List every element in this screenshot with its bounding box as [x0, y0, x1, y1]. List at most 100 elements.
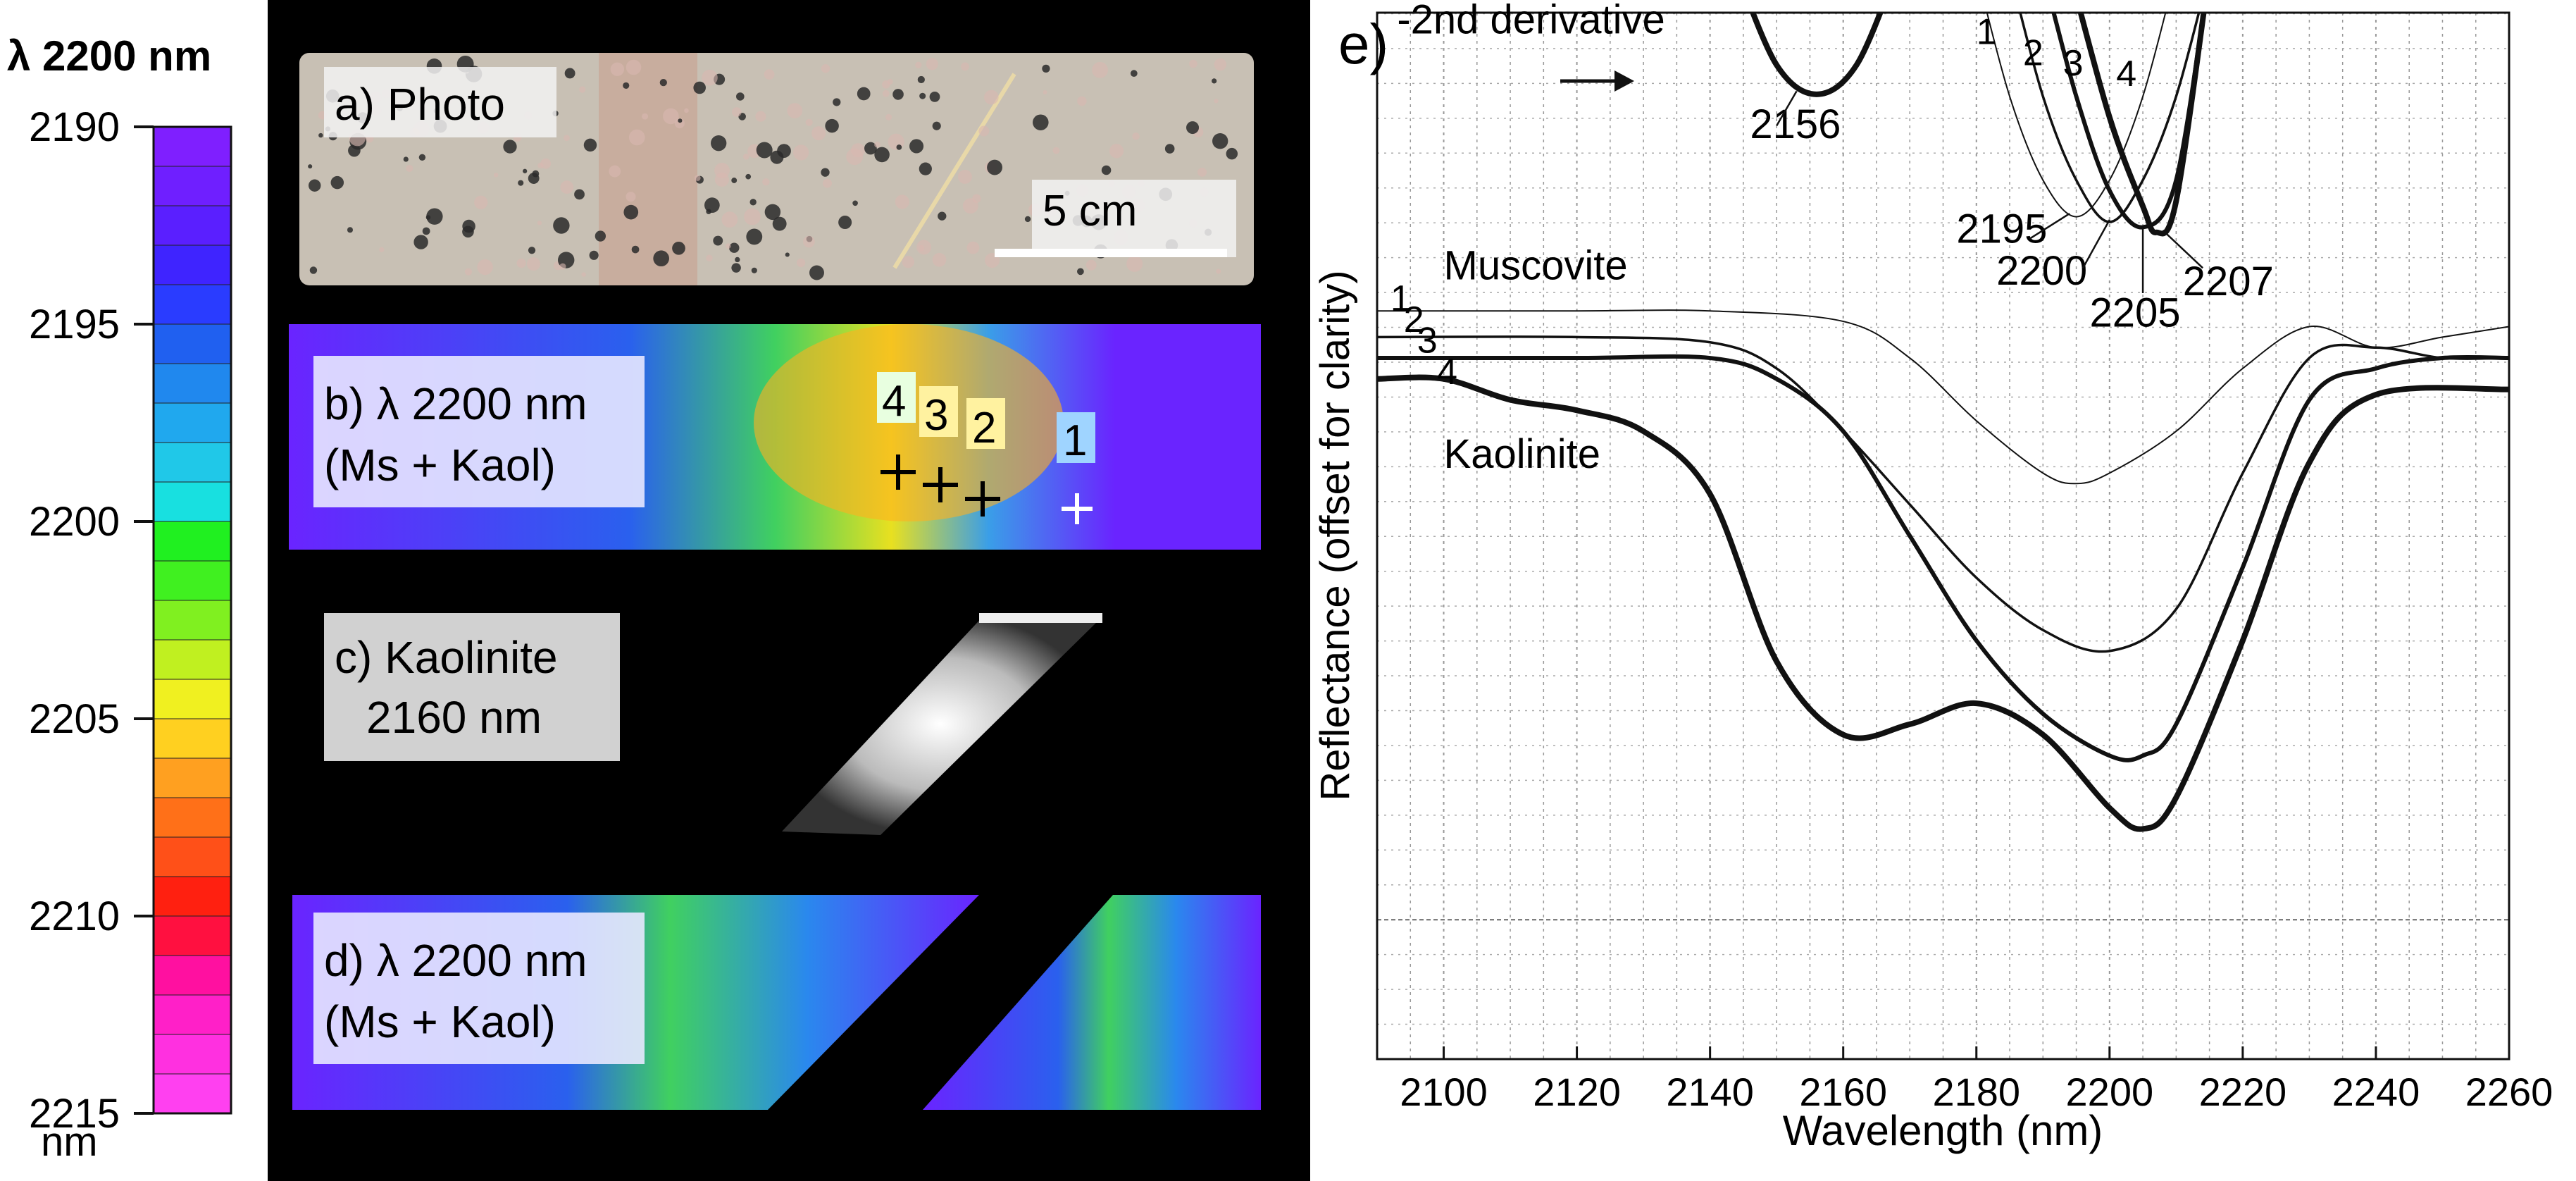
rock-speck: [308, 164, 313, 169]
rock-speck: [581, 272, 586, 277]
annotation-leader: [2082, 219, 2110, 268]
rock-speck: [1043, 89, 1047, 95]
panel-b-label-1: b) λ 2200 nm: [324, 378, 587, 429]
chart-grid: [1377, 13, 2509, 1059]
rock-speck: [711, 135, 727, 152]
chart-annotation: 2: [1404, 299, 1424, 340]
rock-speck: [731, 178, 738, 183]
x-tick-label: 2260: [2465, 1070, 2553, 1114]
chart-series: [1377, 13, 2509, 832]
rock-speck: [583, 138, 597, 152]
rock-speck: [462, 219, 475, 233]
chart-annotation: 3: [1417, 321, 1438, 361]
marker-label-4: 4: [882, 377, 906, 426]
rock-speck: [929, 92, 940, 102]
colorbar-cell: [153, 876, 232, 917]
panel-d-label-box: [313, 913, 645, 1064]
colorbar-tick-label: 2215: [29, 1091, 120, 1137]
rock-speck: [537, 162, 544, 169]
rock-speck: [477, 259, 493, 276]
rock-speck: [932, 253, 947, 267]
rock-speck: [885, 113, 892, 120]
colorbar-cell: [153, 521, 232, 562]
colorbar-cell: [153, 758, 232, 798]
colorbar-cell: [153, 915, 232, 956]
series-line-3: [1377, 354, 2509, 762]
chart-annotation: 2156: [1750, 101, 1841, 147]
rock-fracture: [892, 73, 1016, 269]
scale-bar: [995, 249, 1227, 257]
chart-annotation: 2200: [1996, 248, 2087, 294]
scale-label-box: [1032, 180, 1236, 257]
rock-speck: [528, 173, 540, 184]
x-axis-label: Wavelength (nm): [1783, 1107, 2103, 1154]
rock-speck: [464, 268, 473, 276]
panel-c-label-2: 2160 nm: [366, 692, 542, 743]
panel-c-label-box: [324, 613, 620, 761]
rock-speck: [1212, 132, 1228, 149]
colorbar-tick-label: 2200: [29, 499, 120, 545]
kaolinite-map: [782, 613, 1099, 835]
rock-speck: [659, 78, 667, 87]
spectra-chart: 2100 2120 2140 2160 2180 2200 2220 2240 2260 -2n…: [1312, 0, 2553, 1154]
rock-speck: [838, 216, 852, 230]
rock-speck: [574, 189, 585, 200]
rock-speck: [777, 144, 791, 158]
colorbar-tick-label: 2205: [29, 696, 120, 742]
rock-speck: [918, 245, 925, 252]
colorbar-cells: [153, 126, 232, 1114]
rock-speck: [1164, 144, 1175, 154]
rock-speck: [825, 118, 839, 133]
rock-speck: [553, 217, 570, 234]
rock-speck: [902, 256, 915, 268]
colorbar-cell: [153, 560, 232, 601]
rock-speck: [623, 204, 639, 220]
rock-speck: [589, 250, 599, 260]
series-line--2nd-derivative-4: [2077, 13, 2207, 237]
rock-speck: [309, 266, 318, 274]
rock-speck: [919, 162, 932, 175]
rock-speck: [678, 118, 683, 123]
rock-speck: [1052, 147, 1060, 154]
rock-speck: [983, 89, 999, 105]
rock-speck: [1024, 216, 1031, 223]
rock-speck: [915, 61, 922, 68]
panel-d-label-1: d) λ 2200 nm: [324, 935, 587, 986]
rock-speck: [1077, 268, 1084, 276]
colorbar-cell: [153, 481, 232, 522]
rock-speck: [736, 92, 745, 101]
rock-speck: [1077, 96, 1087, 106]
rock-speck: [772, 216, 787, 231]
x-tick-label: 2180: [1932, 1070, 2020, 1114]
rock-speck: [672, 241, 685, 255]
chart-annotation: 2207: [2183, 259, 2274, 304]
colorbar-cell: [153, 245, 232, 285]
series-line--2nd-derivative-2: [2019, 13, 2201, 223]
rock-speck: [756, 142, 773, 159]
annotation-leader: [2029, 213, 2070, 240]
rock-speck: [731, 263, 741, 273]
rock-speck: [919, 92, 926, 99]
rock-speck: [852, 200, 858, 206]
rock-speck: [846, 148, 864, 166]
colorbar: λ 2200 nm 2190 2195 2200 2205 2210 2215 nm: [7, 32, 232, 1165]
rock-speck: [653, 250, 669, 267]
rock-speck: [516, 258, 526, 268]
colorbar-cell: [153, 797, 232, 838]
colorbar-tick-label: 2210: [29, 894, 120, 939]
colorbar-ticks: 2190 2195 2200 2205 2210 2215: [29, 104, 154, 1137]
rock-speck: [518, 180, 524, 186]
panel-c: c) Kaolinite 2160 nm: [324, 613, 1102, 835]
rock-speck: [1092, 61, 1108, 78]
colorbar-title: λ 2200 nm: [7, 32, 211, 80]
colorbar-cell: [153, 323, 232, 364]
chart-annotation: 1: [1977, 12, 1997, 53]
rock-speck: [821, 168, 830, 177]
colorbar-frame: [152, 125, 232, 1115]
colorbar-tick-label: 2190: [29, 104, 120, 150]
series-line--2nd-derivative-3: [2051, 13, 2206, 230]
rock-speck: [663, 108, 679, 125]
plot-frame: [1376, 11, 2510, 1061]
colorbar-tick-label: 2195: [29, 302, 120, 347]
rock-speck: [1189, 59, 1197, 68]
